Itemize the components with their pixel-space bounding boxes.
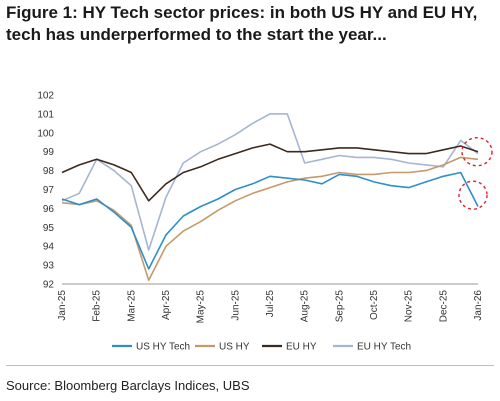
legend-label: EU HY xyxy=(286,342,317,353)
highlight-circle-top xyxy=(461,136,493,167)
y-tick-label: 101 xyxy=(37,109,54,120)
y-tick-label: 98 xyxy=(43,166,55,177)
y-tick-label: 102 xyxy=(37,91,54,102)
legend-label: US HY Tech xyxy=(136,342,190,353)
series-line-us-hy-tech xyxy=(61,171,479,270)
x-tick-label: Dec-25 xyxy=(438,290,449,323)
y-tick-label: 93 xyxy=(43,261,55,272)
y-tick-label: 94 xyxy=(43,242,55,253)
x-tick-label: Nov-25 xyxy=(404,290,415,323)
plot-area xyxy=(61,113,479,281)
x-tick-label: Jul-25 xyxy=(265,290,276,318)
figure-title: Figure 1: HY Tech sector prices: in both… xyxy=(6,3,478,44)
x-tick-label: Sep-25 xyxy=(334,290,345,323)
chart-legend: US HY Tech US HY EU HY EU HY Tech xyxy=(112,342,411,353)
annotation-layer xyxy=(458,136,493,210)
x-tick-label: Jan-25 xyxy=(57,290,68,321)
x-tick-label: Feb-25 xyxy=(92,290,103,322)
series-line-eu-hy-tech xyxy=(61,113,479,251)
y-tick-label: 97 xyxy=(43,185,55,196)
highlight-circle-bottom xyxy=(458,180,488,210)
x-tick-label: Apr-25 xyxy=(161,290,172,320)
y-axis: 92 93 94 95 96 97 98 99 100 101 102 xyxy=(37,91,54,291)
series-line-us-hy xyxy=(61,156,479,281)
source-note: Source: Bloomberg Barclays Indices, UBS xyxy=(6,378,250,393)
y-tick-label: 96 xyxy=(43,204,55,215)
x-tick-label: Jan-26 xyxy=(473,290,484,321)
y-tick-label: 92 xyxy=(43,280,55,291)
y-tick-label: 95 xyxy=(43,223,55,234)
legend-label: US HY xyxy=(219,342,250,353)
y-tick-label: 100 xyxy=(37,128,54,139)
x-tick-label: Jun-25 xyxy=(230,290,241,321)
legend-label: EU HY Tech xyxy=(357,342,411,353)
x-tick-label: Aug-25 xyxy=(300,290,311,323)
y-tick-label: 99 xyxy=(43,147,55,158)
x-tick-label: Oct-25 xyxy=(369,290,380,320)
source-divider xyxy=(6,365,494,366)
x-tick-label: Mar-25 xyxy=(126,290,137,322)
series-line-eu-hy xyxy=(61,143,479,202)
x-tick-label: May-25 xyxy=(196,290,207,324)
line-chart: 92 93 94 95 96 97 98 99 100 101 102 Jan-25 Feb-25 Ma… xyxy=(37,91,493,353)
x-axis: Jan-25 Feb-25 Mar-25 Apr-25 May-25 Jun-25 Jul-… xyxy=(57,283,484,324)
